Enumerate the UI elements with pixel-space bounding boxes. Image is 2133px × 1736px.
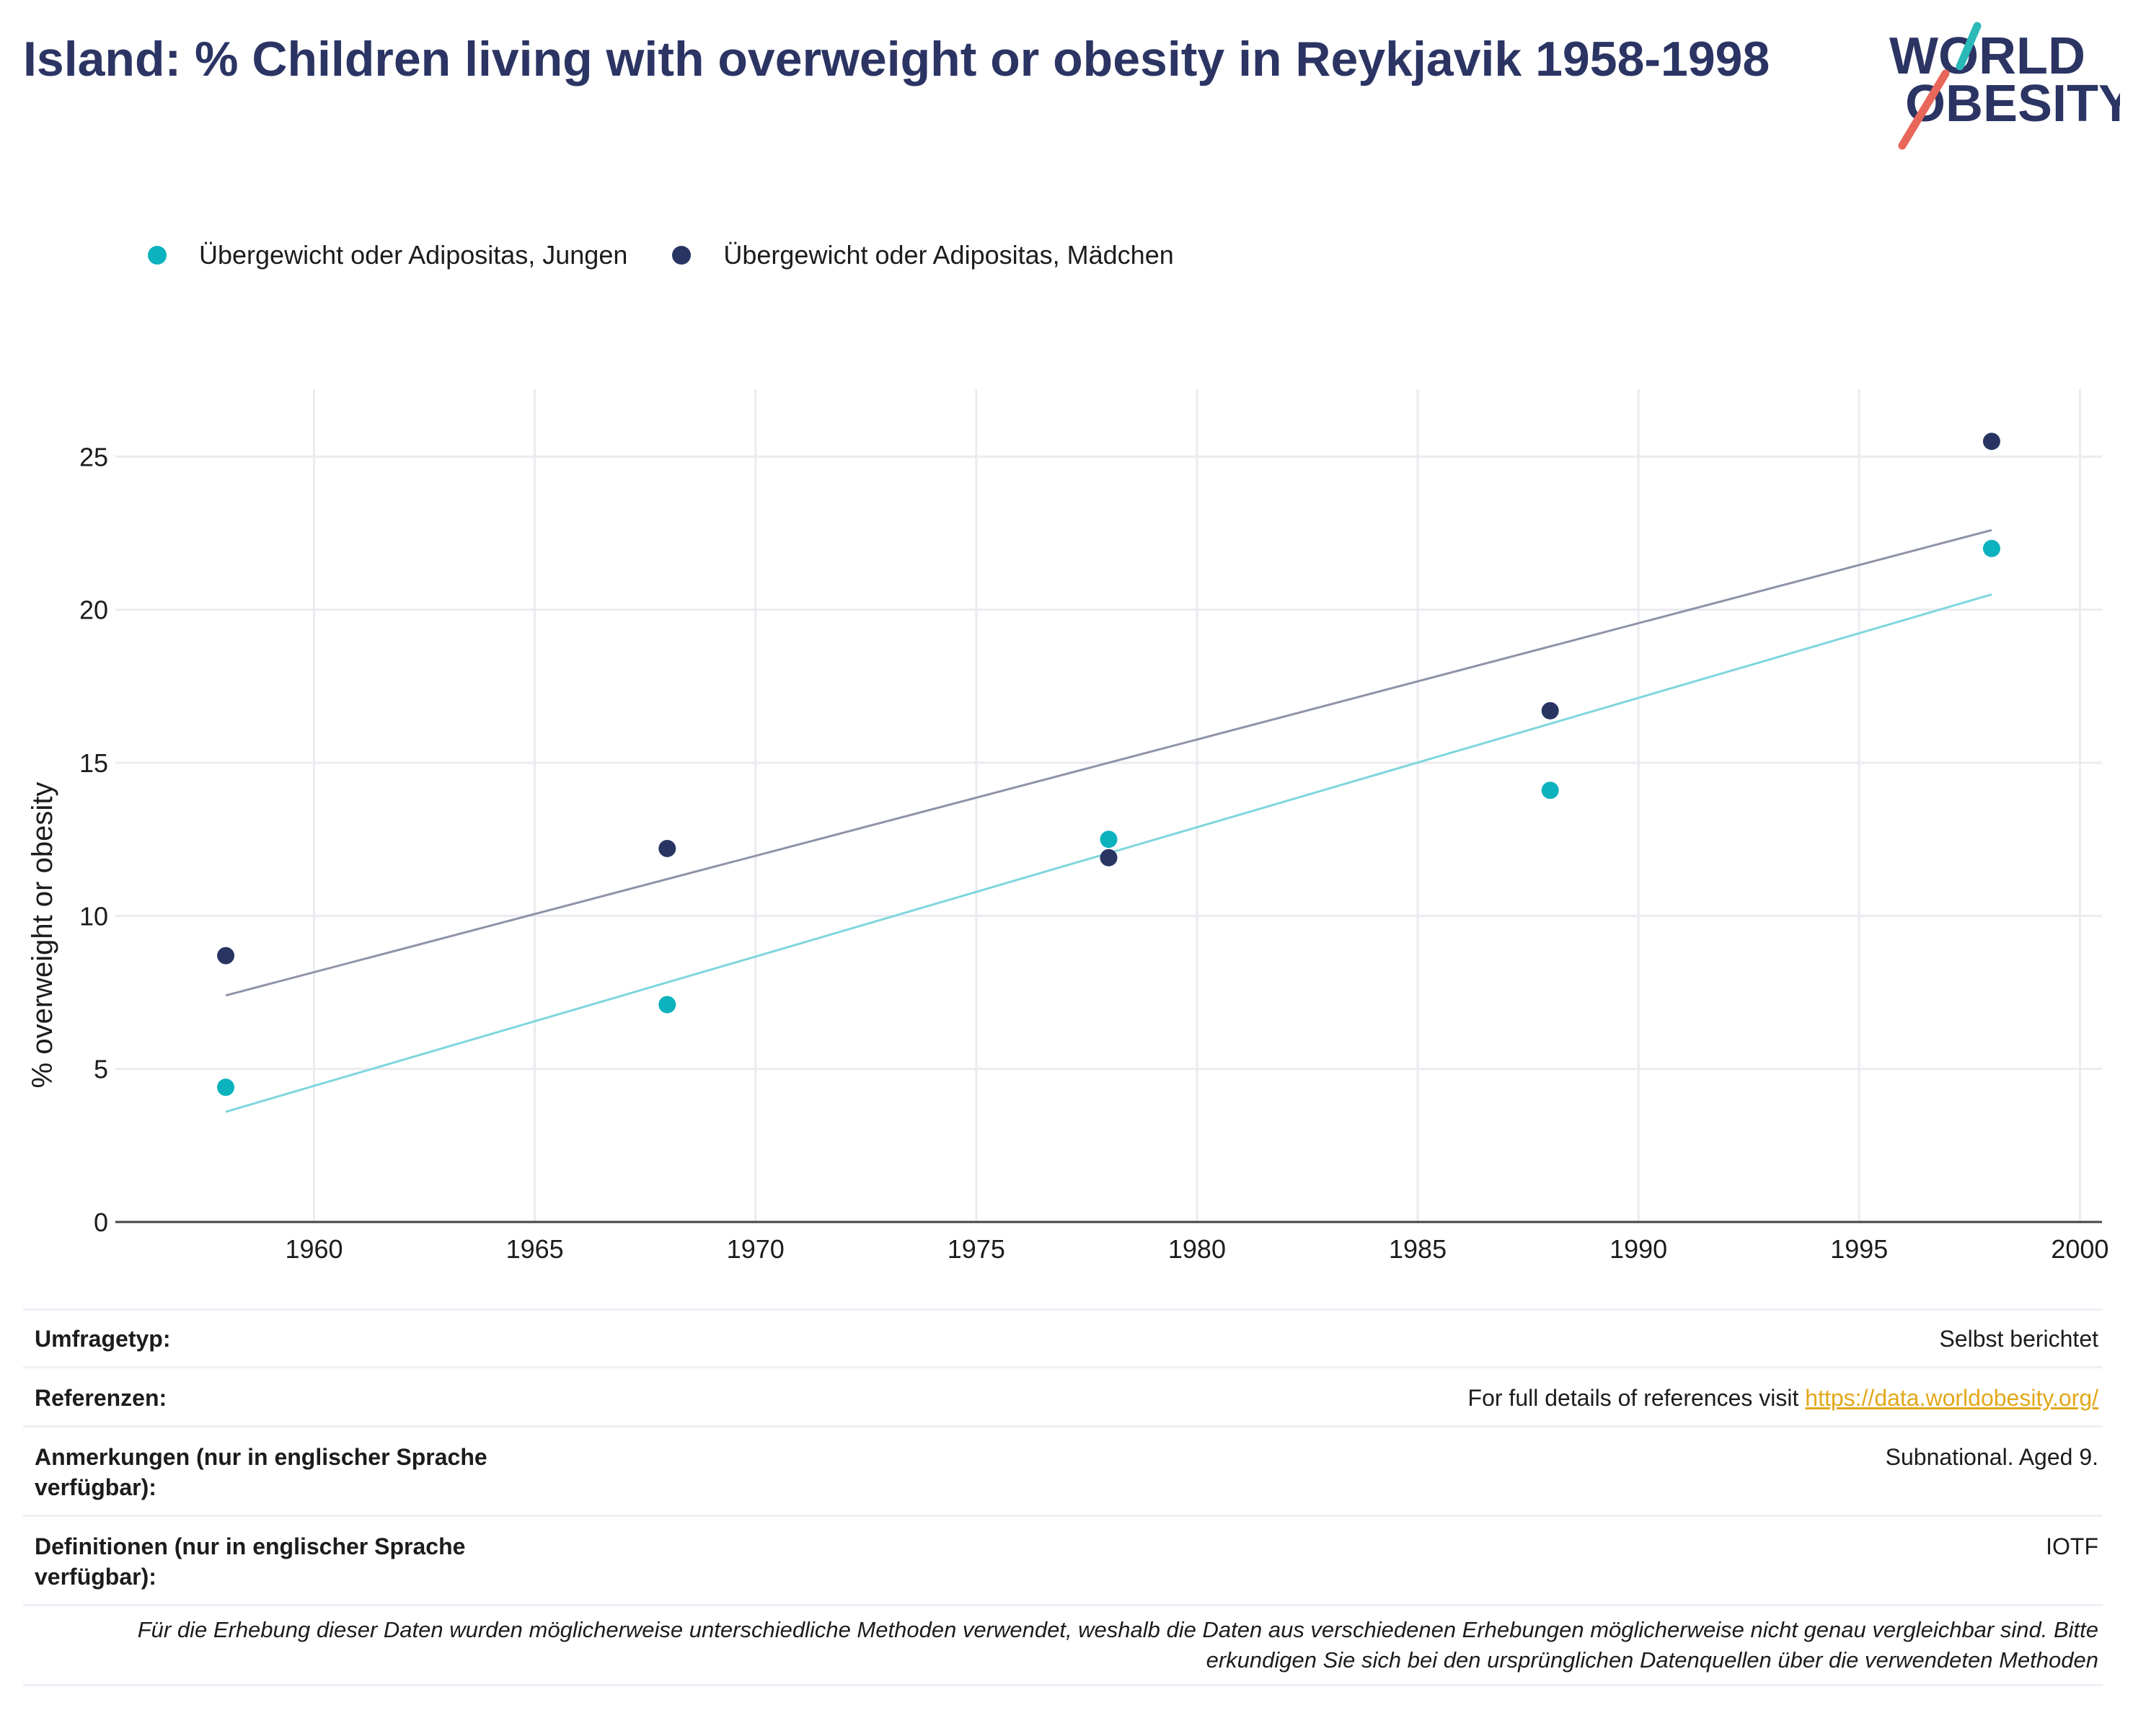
x-tick-label-1985: 1985 [1389,1234,1447,1264]
point-boys-1958 [217,1079,235,1097]
x-tick-label-1965: 1965 [506,1234,564,1264]
trend-line-girls [225,528,1992,997]
point-boys-1988 [1541,781,1559,800]
logo-text-world: WORLD [1889,27,2085,85]
metadata-table: Umfragetyp: Selbst berichtet Referenzen:… [23,1308,2103,1686]
methodology-note: Für die Erhebung dieser Daten wurden mög… [23,1604,2103,1686]
y-tick-label-15: 15 [79,748,108,778]
point-boys-1998 [1982,539,2000,557]
data-points [217,433,2000,1097]
point-girls-1968 [658,839,676,857]
x-tick-label-1995: 1995 [1830,1234,1888,1264]
meta-label-references: Referenzen: [35,1385,167,1411]
legend-label-girls: Übergewicht oder Adipositas, Mädchen [723,240,1174,270]
meta-row-definitions: Definitionen (nur in englischer Sprache … [23,1515,2103,1604]
point-girls-1978 [1100,849,1118,867]
logo-teal-slash [1956,22,1982,71]
legend-dot-boys [148,246,167,265]
meta-row-references: Referenzen: For full details of referenc… [23,1366,2103,1425]
meta-label-survey-type: Umfragetyp: [35,1326,171,1352]
trend-lines [225,528,1992,1113]
x-tick-label-1960: 1960 [285,1234,343,1264]
meta-row-notes: Anmerkungen (nur in englischer Sprache v… [23,1425,2103,1515]
point-boys-1968 [658,996,676,1014]
point-girls-1998 [1982,433,2000,451]
meta-row-survey-type: Umfragetyp: Selbst berichtet [23,1308,2103,1366]
y-tick-label-20: 20 [79,595,108,625]
meta-value-references: For full details of references visit htt… [1468,1383,2103,1413]
scatter-chart: 1960 1965 1970 1975 1980 1985 1990 1995 2000 0 5 10… [27,389,2108,1264]
meta-label-notes: Anmerkungen (nur in englischer Sprache v… [35,1444,487,1500]
x-tick-label-2000: 2000 [2051,1234,2108,1264]
y-tick-label-10: 10 [79,901,108,931]
legend-item-boys[interactable]: Übergewicht oder Adipositas, Jungen [148,240,627,270]
references-text: For full details of references visit [1467,1385,1806,1411]
legend-item-girls[interactable]: Übergewicht oder Adipositas, Mädchen [672,240,1174,270]
y-tick-label-5: 5 [94,1055,108,1084]
references-link[interactable]: https://data.worldobesity.org/ [1805,1385,2098,1411]
axes: 1960 1965 1970 1975 1980 1985 1990 1995 2000 0 5 10… [79,442,2108,1264]
gridlines [115,389,2102,1222]
meta-label-definitions: Definitionen (nur in englischer Sprache … [35,1533,466,1590]
x-tick-label-1975: 1975 [948,1234,1005,1264]
chart-title: Island: % Children living with overweigh… [23,32,1770,87]
legend: Übergewicht oder Adipositas, Jungen Über… [148,234,1219,277]
meta-value-survey-type: Selbst berichtet [1939,1326,2098,1352]
point-girls-1988 [1541,701,1559,719]
world-obesity-logo[interactable]: WORLD OBESITY [1875,22,2120,151]
meta-value-definitions: IOTF [2046,1533,2098,1559]
logo-red-slash [1898,69,1950,150]
x-tick-label-1980: 1980 [1168,1234,1226,1264]
y-tick-label-0: 0 [94,1208,108,1237]
y-axis-title: % overweight or obesity [27,782,58,1089]
x-tick-label-1990: 1990 [1609,1234,1667,1264]
point-girls-1958 [217,947,235,965]
point-boys-1978 [1100,831,1118,849]
x-tick-label-1970: 1970 [727,1234,785,1264]
legend-dot-girls [672,246,692,265]
legend-label-boys: Übergewicht oder Adipositas, Jungen [199,240,628,270]
y-tick-label-25: 25 [79,442,108,471]
meta-value-notes: Subnational. Aged 9. [1885,1444,2098,1470]
